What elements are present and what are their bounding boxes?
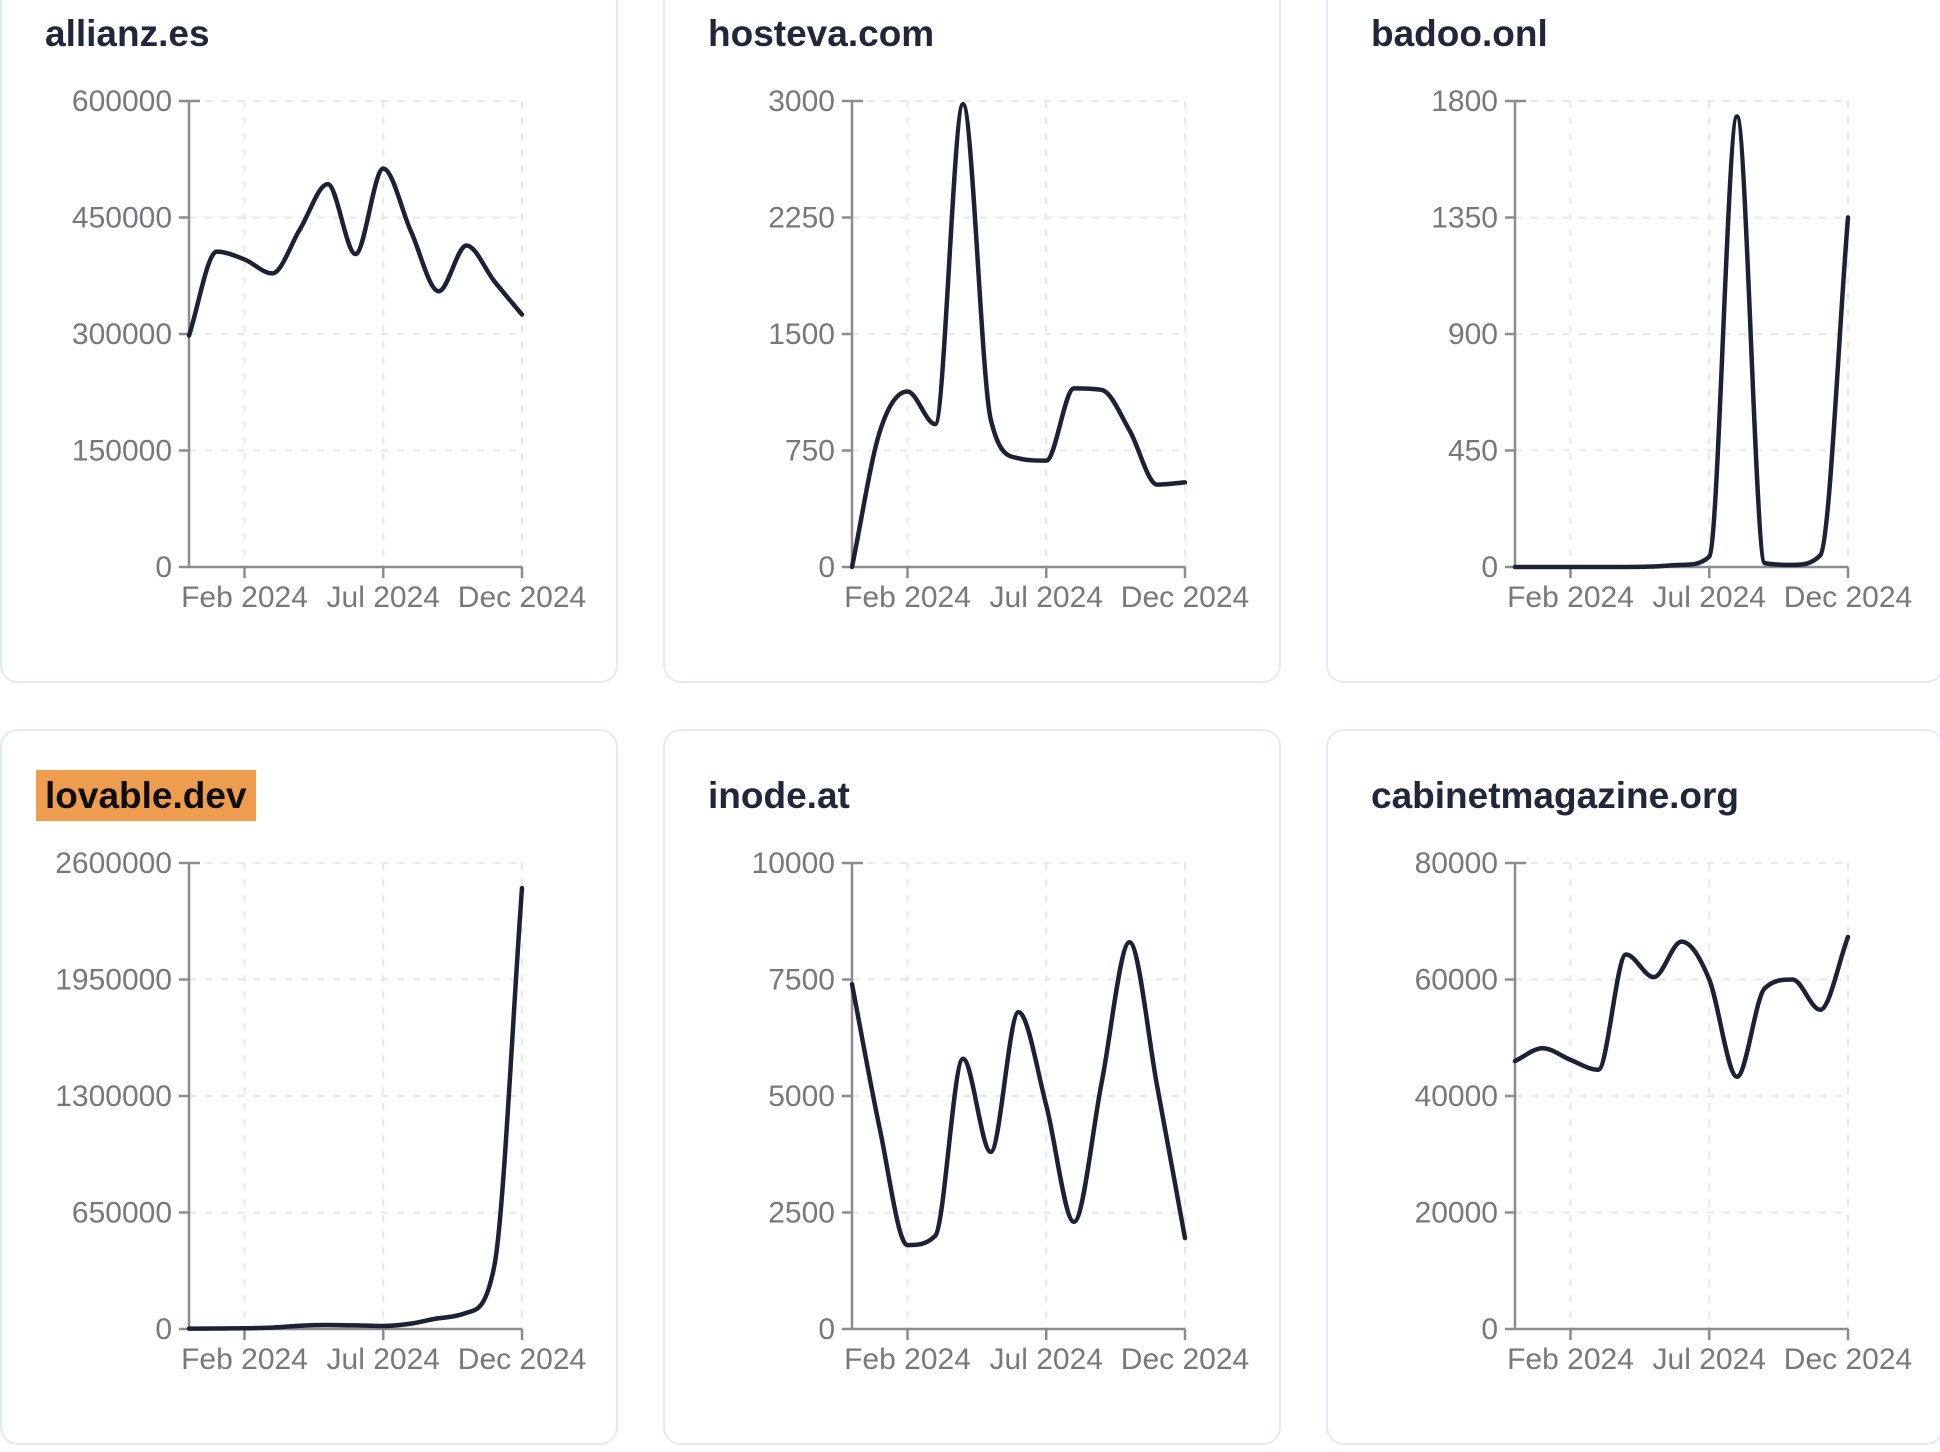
- domain-name-label-highlighted: lovable.dev: [36, 770, 256, 821]
- y-tick-label: 0: [818, 551, 835, 584]
- chart-title: badoo.onl: [1371, 13, 1548, 56]
- y-tick-label: 2500: [768, 1197, 835, 1230]
- y-tick-label: 0: [155, 1313, 172, 1346]
- y-tick-label: 1300000: [55, 1080, 172, 1113]
- y-tick-label: 150000: [72, 435, 172, 468]
- y-tick-label: 900: [1448, 318, 1498, 351]
- x-tick-label: Dec 2024: [1121, 1343, 1249, 1376]
- x-tick-label: Feb 2024: [1507, 581, 1634, 614]
- line-chart: 0 150000 300000 450000 600000 Feb 2024 Jul 202…: [72, 85, 586, 614]
- y-tick-label: 0: [155, 551, 172, 584]
- line-chart: 0 2500 5000 7500 10000 Feb 2024 Jul 2024 Dec 20…: [752, 847, 1250, 1376]
- y-tick-label: 650000: [72, 1197, 172, 1230]
- data-line: [186, 166, 525, 338]
- y-tick-label: 0: [818, 1313, 835, 1346]
- y-tick-label: 2250: [768, 202, 835, 235]
- x-tick-label: Feb 2024: [844, 581, 971, 614]
- data-line: [186, 885, 525, 1331]
- y-tick-label: 0: [1481, 1313, 1498, 1346]
- y-tick-label: 1950000: [55, 964, 172, 997]
- y-tick-label: 1350: [1431, 202, 1498, 235]
- data-line: [849, 939, 1188, 1248]
- line-chart: 0 650000 1300000 1950000 2600000 Feb 2024 Jul …: [55, 847, 586, 1376]
- chart-card-badoo-onl: badoo.onl 0 450 900 1350 1800 Feb 2024 Jul 202…: [1326, 0, 1940, 683]
- y-tick-label: 5000: [768, 1080, 835, 1113]
- x-tick-label: Feb 2024: [844, 1343, 971, 1376]
- y-tick-label: 20000: [1415, 1197, 1498, 1230]
- chart-card-hosteva-com: hosteva.com 0 750 1500 2250 3000 Feb 2024 Jul …: [663, 0, 1281, 683]
- data-line: [1512, 114, 1851, 570]
- x-tick-label: Dec 2024: [1784, 581, 1912, 614]
- y-tick-label: 80000: [1415, 847, 1498, 880]
- chart-title: cabinetmagazine.org: [1371, 775, 1739, 818]
- data-line: [849, 101, 1188, 570]
- x-tick-label: Dec 2024: [1784, 1343, 1912, 1376]
- y-tick-label: 0: [1481, 551, 1498, 584]
- x-tick-label: Jul 2024: [1653, 1343, 1766, 1376]
- line-chart: 0 750 1500 2250 3000 Feb 2024 Jul 2024 Dec 2024: [768, 85, 1249, 614]
- chart-title: lovable.dev: [36, 770, 256, 821]
- data-line: [1512, 934, 1851, 1080]
- y-tick-label: 450: [1448, 435, 1498, 468]
- y-tick-label: 7500: [768, 964, 835, 997]
- x-tick-label: Jul 2024: [327, 581, 440, 614]
- y-tick-label: 450000: [72, 202, 172, 235]
- chart-title: hosteva.com: [708, 13, 934, 56]
- chart-card-lovable-dev: lovable.dev 0 650000 1300000 1950000 2600000…: [0, 729, 618, 1445]
- chart-card-allianz-es: allianz.es 0 150000 300000 450000 600000 Feb …: [0, 0, 618, 683]
- y-tick-label: 750: [785, 435, 835, 468]
- chart-card-cabinetmagazine-org: cabinetmagazine.org 0 20000 40000 60000 8000…: [1326, 729, 1940, 1445]
- x-tick-label: Dec 2024: [458, 581, 586, 614]
- y-tick-label: 2600000: [55, 847, 172, 880]
- x-tick-label: Jul 2024: [327, 1343, 440, 1376]
- domain-name-label: hosteva.com: [708, 13, 935, 54]
- chart-title: allianz.es: [45, 13, 210, 56]
- x-tick-label: Jul 2024: [990, 581, 1103, 614]
- x-tick-label: Feb 2024: [1507, 1343, 1634, 1376]
- line-chart: 0 450 900 1350 1800 Feb 2024 Jul 2024 Dec 2024: [1431, 85, 1912, 614]
- y-tick-label: 1800: [1431, 85, 1498, 118]
- x-tick-label: Dec 2024: [458, 1343, 586, 1376]
- x-tick-label: Feb 2024: [181, 1343, 308, 1376]
- chart-card-inode-at: inode.at 0 2500 5000 7500 10000 Feb 2024 Jul 2…: [663, 729, 1281, 1445]
- y-tick-label: 1500: [768, 318, 835, 351]
- chart-title: inode.at: [708, 775, 850, 818]
- domain-name-label: badoo.onl: [1371, 13, 1548, 54]
- y-tick-label: 60000: [1415, 964, 1498, 997]
- domain-name-label: inode.at: [708, 775, 850, 816]
- domain-name-label: allianz.es: [45, 13, 210, 54]
- y-tick-label: 600000: [72, 85, 172, 118]
- y-tick-label: 300000: [72, 318, 172, 351]
- x-tick-label: Feb 2024: [181, 581, 308, 614]
- y-tick-label: 3000: [768, 85, 835, 118]
- y-tick-label: 10000: [752, 847, 835, 880]
- y-tick-label: 40000: [1415, 1080, 1498, 1113]
- x-tick-label: Jul 2024: [990, 1343, 1103, 1376]
- x-tick-label: Dec 2024: [1121, 581, 1249, 614]
- domain-name-label: cabinetmagazine.org: [1371, 775, 1740, 816]
- line-chart: 0 20000 40000 60000 80000 Feb 2024 Jul 2024 Dec…: [1415, 847, 1913, 1376]
- x-tick-label: Jul 2024: [1653, 581, 1766, 614]
